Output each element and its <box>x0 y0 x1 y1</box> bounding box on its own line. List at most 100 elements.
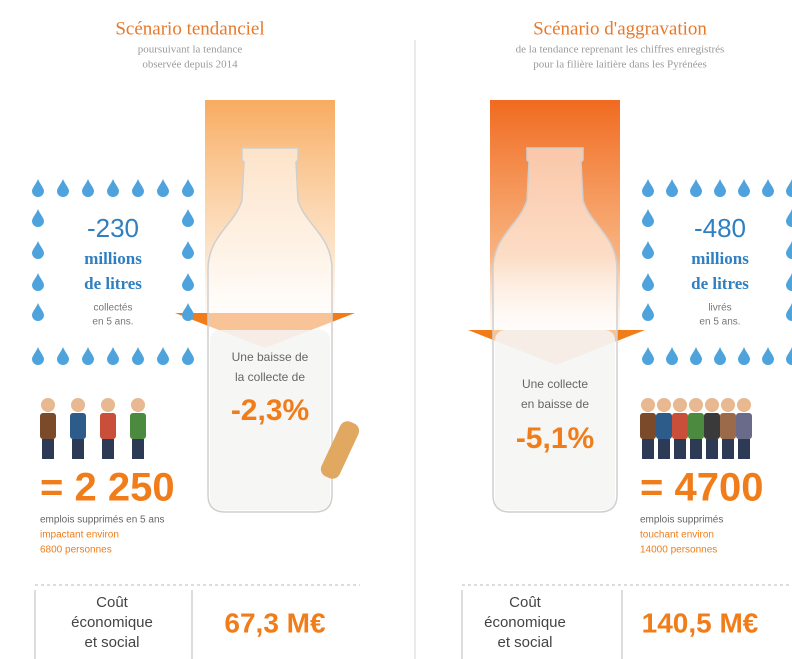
water-drop <box>82 179 94 197</box>
cost-label: économique <box>484 614 566 631</box>
volume-value: -480 <box>694 213 746 243</box>
person-legs <box>674 439 686 459</box>
person-head <box>673 398 687 412</box>
bottle-caption: Une baisse de <box>232 350 309 364</box>
water-drop <box>82 347 94 365</box>
cost-label: économique <box>71 614 153 631</box>
scenario-subtitle: de la tendance reprenant les chiffres en… <box>516 44 725 56</box>
person-legs <box>42 439 54 459</box>
person-head <box>131 398 145 412</box>
jobs-impact: 14000 personnes <box>640 545 717 556</box>
water-drop <box>786 303 792 321</box>
water-drop <box>642 179 654 197</box>
water-drop <box>786 273 792 291</box>
volume-detail: en 5 ans. <box>699 317 740 328</box>
water-drop <box>182 241 194 259</box>
water-drop <box>738 347 750 365</box>
person-head <box>71 398 85 412</box>
water-drop <box>642 273 654 291</box>
water-drop <box>107 179 119 197</box>
water-drop <box>738 179 750 197</box>
water-drop <box>32 273 44 291</box>
person-legs <box>132 439 144 459</box>
person-body <box>40 413 56 439</box>
water-drop <box>182 303 194 321</box>
water-drop <box>32 347 44 365</box>
water-drop <box>57 347 69 365</box>
bottle-milk <box>495 330 615 510</box>
person-body <box>704 413 720 439</box>
water-drop <box>690 347 702 365</box>
jobs-caption: emplois supprimés en 5 ans <box>40 515 165 526</box>
water-drop <box>132 347 144 365</box>
water-drop <box>642 303 654 321</box>
cost-label: Coût <box>96 594 129 611</box>
water-drop <box>762 179 774 197</box>
person-body <box>100 413 116 439</box>
water-drop <box>714 179 726 197</box>
jobs-caption: emplois supprimés <box>640 515 723 526</box>
person-legs <box>690 439 702 459</box>
water-drop <box>157 347 169 365</box>
infographic: Scénario tendancielpoursuivant la tendan… <box>0 0 792 659</box>
bottle-caption: la collecte de <box>235 370 305 384</box>
person-body <box>130 413 146 439</box>
water-drop <box>642 347 654 365</box>
water-drop <box>786 179 792 197</box>
bottle-caption: Une collecte <box>522 377 588 391</box>
volume-detail: livrés <box>708 303 731 314</box>
volume-unit: millions <box>84 249 142 268</box>
water-drop <box>107 347 119 365</box>
volume-detail: collectés <box>94 303 133 314</box>
water-drop <box>182 179 194 197</box>
water-drop <box>762 347 774 365</box>
person-head <box>657 398 671 412</box>
person-head <box>737 398 751 412</box>
person-legs <box>706 439 718 459</box>
volume-unit: de litres <box>691 274 749 293</box>
cost-label: Coût <box>509 594 542 611</box>
page: {"scenarios": [ {"title": "Scénario tend… <box>0 0 792 659</box>
decline-rate: -2,3% <box>231 394 309 427</box>
water-drop <box>786 209 792 227</box>
person-body <box>672 413 688 439</box>
jobs-impact: impactant environ <box>40 530 119 541</box>
water-drop <box>32 209 44 227</box>
scenario-title: Scénario tendanciel <box>115 18 264 39</box>
person-body <box>640 413 656 439</box>
jobs-impact: touchant environ <box>640 530 714 541</box>
person-head <box>101 398 115 412</box>
jobs-value: = 2 250 <box>40 466 175 510</box>
jobs-impact: 6800 personnes <box>40 545 112 556</box>
bottle-caption: en baisse de <box>521 397 589 411</box>
person-head <box>641 398 655 412</box>
person-body <box>656 413 672 439</box>
volume-unit: millions <box>691 249 749 268</box>
person-head <box>41 398 55 412</box>
person-head <box>689 398 703 412</box>
person-legs <box>658 439 670 459</box>
person-legs <box>102 439 114 459</box>
water-drop <box>714 347 726 365</box>
volume-detail: en 5 ans. <box>92 317 133 328</box>
person-body <box>720 413 736 439</box>
cost-label: et social <box>497 634 552 651</box>
scenario-subtitle: pour la filière laitière dans les Pyréné… <box>533 59 707 71</box>
water-drop <box>642 209 654 227</box>
person-body <box>70 413 86 439</box>
jobs-value: = 4700 <box>640 466 763 510</box>
water-drop <box>32 179 44 197</box>
person-body <box>736 413 752 439</box>
person-head <box>705 398 719 412</box>
water-drop <box>157 179 169 197</box>
person-legs <box>642 439 654 459</box>
water-drop <box>642 241 654 259</box>
water-drop <box>182 273 194 291</box>
volume-value: -230 <box>87 213 139 243</box>
water-drop <box>32 303 44 321</box>
water-drop <box>786 241 792 259</box>
decline-rate: -5,1% <box>516 422 594 455</box>
water-drop <box>666 179 678 197</box>
water-drop <box>182 209 194 227</box>
person-legs <box>722 439 734 459</box>
